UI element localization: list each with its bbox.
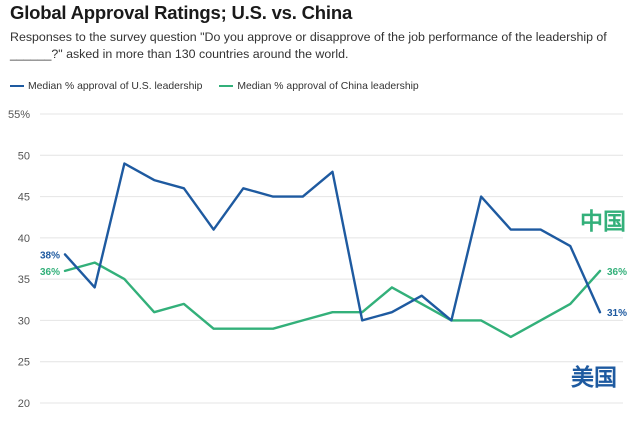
end-label-us: 31% [607, 308, 627, 319]
us-tag: 美国 [571, 364, 617, 391]
y-tick-label: 30 [18, 315, 30, 327]
china-tag: 中国 [580, 209, 626, 235]
legend: Median % approval of U.S. leadership Med… [10, 79, 433, 92]
y-tick-label: 25 [18, 357, 30, 369]
legend-swatch-china [219, 85, 234, 87]
y-tick-label: 45 [18, 192, 30, 204]
y-tick-label: 55% [8, 109, 30, 121]
chart-subtitle: Responses to the survey question "Do you… [10, 30, 607, 61]
start-label-china: 36% [40, 267, 60, 278]
y-tick-label: 50 [18, 150, 30, 162]
legend-item-us: Median % approval of U.S. leadership [10, 81, 202, 92]
y-tick-label: 40 [18, 233, 30, 245]
end-label-china: 36% [607, 267, 627, 278]
legend-label-china: Median % approval of China leadership [237, 80, 419, 92]
y-tick-label: 35 [18, 274, 30, 286]
legend-swatch-us [10, 85, 24, 87]
series-line-us [63, 162, 602, 322]
legend-label-us: Median % approval of U.S. leadership [28, 80, 203, 92]
series-line-china [63, 261, 602, 339]
y-tick-label: 20 [18, 398, 30, 410]
legend-item-china: Median % approval of China leadership [219, 80, 419, 92]
start-label-us: 38% [40, 250, 60, 261]
chart-title: Global Approval Ratings; U.S. vs. China [10, 2, 353, 23]
